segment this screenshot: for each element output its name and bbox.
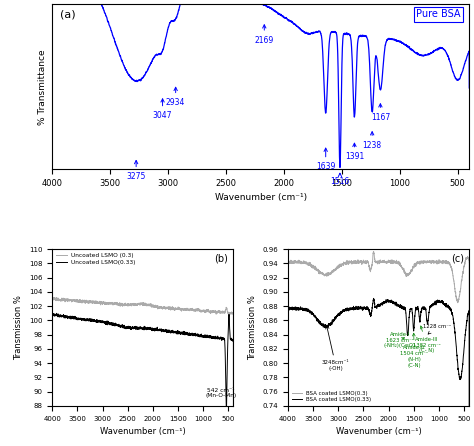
Text: 1238: 1238 [363,132,382,150]
Line: BSA coated LSMO(0.3): BSA coated LSMO(0.3) [288,252,469,446]
X-axis label: Wavenumber (cm⁻¹): Wavenumber (cm⁻¹) [215,193,307,202]
X-axis label: Wavenumber (cm⁻¹): Wavenumber (cm⁻¹) [336,427,421,436]
Line: BSA coated LSMO(0.33): BSA coated LSMO(0.33) [288,298,469,446]
Text: Pure BSA: Pure BSA [417,9,461,19]
Text: Amide-I
1623 cm⁻¹
(-NH₂)(C=O): Amide-I 1623 cm⁻¹ (-NH₂)(C=O) [383,332,416,348]
Line: Uncoated LSMO(0.33): Uncoated LSMO(0.33) [52,314,234,446]
BSA coated LSMO(0.33) [297,305,302,310]
Uncoated LSMO (0.3) [174,306,180,312]
Uncoated LSMO(0.33) [190,331,195,336]
Uncoated LSMO (0.3) [61,296,66,301]
BSA coated LSMO(0.3) [425,259,431,264]
Uncoated LSMO(0.33) [71,315,77,321]
Uncoated LSMO(0.33) [71,315,77,320]
Text: (c): (c) [451,254,464,264]
Text: 1639: 1639 [316,148,336,171]
BSA coated LSMO(0.3) [307,263,312,268]
Legend: BSA coated LSMO(0.3), BSA coated LSMO(0.33): BSA coated LSMO(0.3), BSA coated LSMO(0.… [291,390,373,403]
BSA coated LSMO(0.33) [425,318,431,324]
Text: 1167: 1167 [371,104,390,122]
BSA coated LSMO(0.33) [307,310,312,315]
BSA coated LSMO(0.3) [466,427,472,433]
Uncoated LSMO(0.33) [54,311,59,316]
BSA coated LSMO(0.3) [371,249,376,254]
Uncoated LSMO (0.3) [106,301,111,306]
Y-axis label: Transmission %: Transmission % [248,295,257,360]
Uncoated LSMO(0.33) [174,330,180,335]
BSA coated LSMO(0.3) [297,259,302,264]
Text: 2169: 2169 [255,25,274,45]
Uncoated LSMO (0.3) [50,295,56,300]
Uncoated LSMO (0.3) [190,306,195,312]
Text: 3275: 3275 [127,161,146,181]
Text: 3248cm⁻¹
(-OH): 3248cm⁻¹ (-OH) [322,326,349,371]
Line: Uncoated LSMO (0.3): Uncoated LSMO (0.3) [52,297,234,446]
Text: Amide-II
1504 cm⁻¹
(N-H)
(C-N): Amide-II 1504 cm⁻¹ (N-H) (C-N) [401,333,428,368]
BSA coated LSMO(0.33) [410,324,416,329]
BSA coated LSMO(0.3) [307,262,312,267]
BSA coated LSMO(0.33) [371,296,376,301]
Uncoated LSMO (0.3) [71,298,77,303]
Y-axis label: Transmission %: Transmission % [14,295,23,360]
Y-axis label: % Transmittance: % Transmittance [37,49,46,124]
BSA coated LSMO(0.3) [341,261,347,267]
BSA coated LSMO(0.3) [410,264,416,269]
Text: 1228 cm⁻¹: 1228 cm⁻¹ [422,323,450,334]
Text: 2934: 2934 [166,87,185,107]
Text: 1391: 1391 [345,143,364,161]
BSA coated LSMO(0.33) [341,309,347,314]
Text: (a): (a) [61,9,76,19]
X-axis label: Wavenumber (cm⁻¹): Wavenumber (cm⁻¹) [100,427,186,436]
Text: Amide-III
1382 cm⁻¹
(C- N): Amide-III 1382 cm⁻¹ (C- N) [412,326,440,354]
Uncoated LSMO(0.33) [61,314,66,320]
BSA coated LSMO(0.33) [307,309,312,314]
Uncoated LSMO (0.3) [71,297,77,302]
Text: 1516: 1516 [330,173,350,186]
Text: 542 cm⁻¹
(Mn-O-Mn): 542 cm⁻¹ (Mn-O-Mn) [205,388,237,398]
Legend: Uncoated LSMO (0.3), Uncoated LSMO(0.33): Uncoated LSMO (0.3), Uncoated LSMO(0.33) [55,252,137,266]
Uncoated LSMO(0.33) [106,319,111,325]
Text: (b): (b) [214,254,228,264]
Text: 3047: 3047 [153,99,173,120]
